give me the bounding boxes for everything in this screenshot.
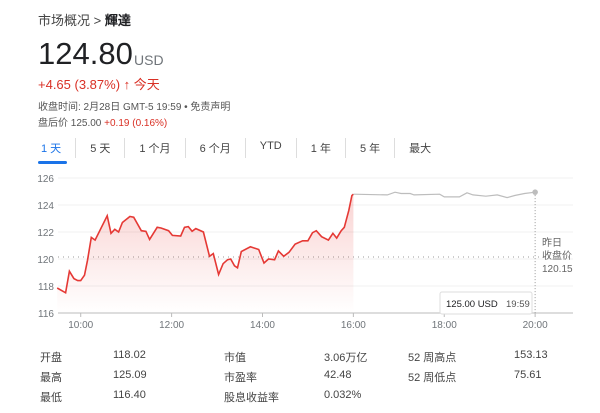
stat-value-open: 118.02 bbox=[113, 349, 146, 361]
y-tick-label: 118 bbox=[38, 282, 54, 293]
stat-value-yield: 0.032% bbox=[324, 389, 362, 401]
after-hours: 盘后价 125.00 +0.19 (0.16%) bbox=[38, 114, 167, 129]
y-tick-label: 116 bbox=[38, 309, 54, 320]
stat-label-high: 最高 bbox=[40, 372, 62, 384]
tab-1m[interactable]: 1 个月 bbox=[125, 138, 186, 158]
price-chart[interactable]: 116 118 120 122 124 126 10:00 12:00 14:00 16:00 18… bbox=[0, 160, 600, 340]
y-tick-label: 126 bbox=[37, 174, 54, 185]
stat-value-pe: 42.48 bbox=[324, 369, 352, 381]
tooltip-price: 125.00 USD bbox=[446, 299, 498, 310]
stat-label-mktcap: 市值 bbox=[224, 352, 246, 364]
stat-value-mktcap: 3.06万亿 bbox=[324, 352, 368, 364]
breadcrumb: 市场概况 > 輝達 bbox=[38, 10, 131, 29]
stat-value-52w-low: 75.61 bbox=[514, 369, 542, 381]
tooltip: 125.00 USD 19:59 bbox=[439, 291, 533, 315]
currency: USD bbox=[134, 52, 164, 68]
stat-label-pe: 市盈率 bbox=[224, 372, 257, 384]
tab-6m[interactable]: 6 个月 bbox=[186, 138, 246, 158]
stat-label-yield: 股息收益率 bbox=[224, 392, 279, 404]
y-tick-label: 120 bbox=[37, 255, 54, 266]
stat-value-low: 116.40 bbox=[113, 389, 146, 401]
change-value: +4.65 (3.87%) bbox=[38, 77, 121, 92]
price-change: +4.65 (3.87%) ↑ 今天 bbox=[38, 74, 160, 93]
after-hours-label: 盘后价 bbox=[38, 118, 68, 129]
x-tick-label: 10:00 bbox=[68, 320, 93, 331]
prev-close-label: 昨日 收盘价 120.15 bbox=[542, 237, 573, 275]
prev-close-value: 120.15 bbox=[542, 264, 573, 275]
prev-close-label-2: 收盘价 bbox=[542, 249, 572, 262]
regular-line bbox=[56, 193, 354, 295]
tab-1y[interactable]: 1 年 bbox=[297, 138, 346, 158]
y-tick-label: 122 bbox=[37, 228, 54, 239]
prev-close-label-1: 昨日 bbox=[542, 237, 562, 249]
breadcrumb-sep: > bbox=[93, 13, 102, 28]
change-period: 今天 bbox=[133, 77, 160, 92]
tab-5y[interactable]: 5 年 bbox=[346, 138, 396, 158]
last-point-marker bbox=[532, 189, 538, 195]
breadcrumb-parent[interactable]: 市场概况 bbox=[38, 13, 91, 28]
range-tabs: 1 天 5 天 1 个月 6 个月 YTD 1 年 5 年 最大 bbox=[38, 138, 445, 164]
after-hours-line bbox=[353, 191, 536, 199]
after-hours-change: +0.19 (0.16%) bbox=[104, 118, 168, 129]
tooltip-time: 19:59 bbox=[506, 299, 530, 310]
after-hours-price: 125.00 bbox=[70, 118, 102, 129]
stat-value-52w-high: 153.13 bbox=[514, 349, 548, 361]
stat-value-high: 125.09 bbox=[113, 369, 147, 381]
stat-label-open: 开盘 bbox=[40, 352, 62, 364]
tab-1d[interactable]: 1 天 bbox=[38, 138, 77, 164]
x-tick-label: 12:00 bbox=[159, 320, 184, 331]
x-tick-label: 14:00 bbox=[250, 320, 275, 331]
stat-label-52w-low: 52 周低点 bbox=[408, 372, 457, 384]
x-tick-label: 18:00 bbox=[432, 320, 457, 331]
tab-max[interactable]: 最大 bbox=[409, 143, 432, 155]
tab-ytd[interactable]: YTD bbox=[246, 138, 297, 158]
x-tick-label: 16:00 bbox=[341, 320, 366, 331]
close-info: 收盘时间: 2月28日 GMT-5 19:59 • 免责声明 bbox=[38, 102, 231, 113]
y-tick-label: 124 bbox=[37, 201, 54, 212]
breadcrumb-current: 輝達 bbox=[104, 13, 131, 28]
x-tick-label: 20:00 bbox=[523, 320, 548, 331]
stat-label-low: 最低 bbox=[40, 392, 62, 404]
stat-label-52w-high: 52 周高点 bbox=[408, 352, 457, 364]
stock-price: 124.80 bbox=[38, 36, 133, 71]
regular-session-area bbox=[57, 194, 354, 313]
arrow-up-icon: ↑ bbox=[123, 77, 131, 92]
tab-5d[interactable]: 5 天 bbox=[76, 138, 126, 158]
